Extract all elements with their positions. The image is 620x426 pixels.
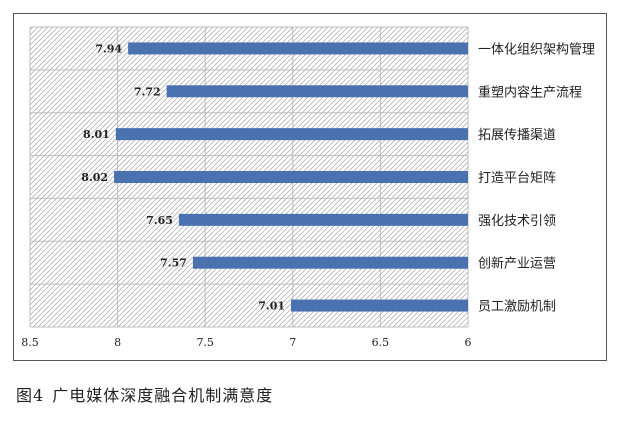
bar <box>178 213 469 226</box>
figure-caption: 图4 广电媒体深度融合机制满意度 <box>16 382 281 406</box>
data-label: 7.94 <box>95 42 122 55</box>
figure-number: 图4 <box>16 386 45 405</box>
data-label: 8.02 <box>81 171 108 184</box>
bars <box>114 42 469 312</box>
category-label: 员工激励机制 <box>478 300 556 315</box>
bar-chart: 7.947.728.018.027.657.577.01 一体化组织架构管理重塑… <box>21 26 595 349</box>
category-labels: 一体化组织架构管理重塑内容生产流程拓展传播渠道打造平台矩阵强化技术引领创新产业运… <box>478 42 595 314</box>
category-label: 拓展传播渠道 <box>478 128 556 143</box>
category-label: 重塑内容生产流程 <box>478 84 582 100</box>
bar <box>192 256 468 269</box>
bar <box>291 299 468 312</box>
x-tick-label: 6 <box>465 336 472 349</box>
figure-title: 广电媒体深度融合机制满意度 <box>52 386 274 405</box>
data-label: 7.65 <box>146 214 173 227</box>
x-tick-label: 8.5 <box>21 336 39 349</box>
category-label: 创新产业运营 <box>478 256 556 272</box>
category-label: 打造平台矩阵 <box>478 171 556 186</box>
data-label: 7.01 <box>258 300 285 313</box>
bar <box>128 42 468 55</box>
category-label: 一体化组织架构管理 <box>478 42 595 57</box>
bar <box>114 171 468 183</box>
x-tick-label: 6.5 <box>372 336 390 349</box>
x-tick-label: 7 <box>289 336 296 349</box>
x-tick-label: 7.5 <box>196 336 214 349</box>
data-label: 7.72 <box>134 85 161 98</box>
data-labels: 7.94 7.72 8.01 8.02 7.65 7.57 7.01 <box>81 42 285 312</box>
data-label: 7.57 <box>160 257 187 270</box>
x-axis-ticks: 8.5 8 7.5 7 6.5 6 <box>21 336 471 349</box>
x-tick-label: 8 <box>114 336 121 349</box>
bar <box>115 128 469 141</box>
data-label: 8.01 <box>83 128 110 141</box>
bar <box>166 85 468 98</box>
category-label: 强化技术引领 <box>478 214 556 229</box>
